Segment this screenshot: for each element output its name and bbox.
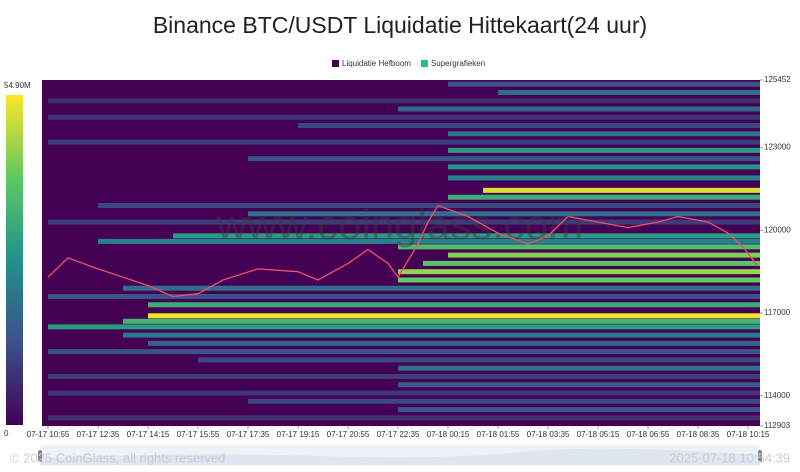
colorbar <box>6 95 23 425</box>
x-tick-label: 07-17 14:15 <box>127 430 170 439</box>
scrollbar-preview <box>40 448 760 465</box>
heatmap-band <box>248 156 760 162</box>
x-tick-label: 07-18 01:55 <box>477 430 520 439</box>
heatmap-band <box>448 175 760 181</box>
heatmap-band <box>48 390 760 396</box>
heatmap-band <box>398 244 760 250</box>
y-tick-label: 120000 <box>764 225 791 234</box>
heatmap-band <box>298 123 760 129</box>
heatmap-band <box>98 203 760 209</box>
y-tick-label: 112903 <box>764 421 791 430</box>
x-tick-label: 07-18 06:55 <box>627 430 670 439</box>
scroll-handle[interactable] <box>38 450 42 462</box>
price-line <box>47 204 759 298</box>
heatmap-band <box>448 147 760 153</box>
heatmap-band <box>248 211 760 217</box>
x-tick-label: 07-18 00:15 <box>427 430 470 439</box>
heatmap-band <box>148 340 760 346</box>
heatmap-band <box>48 324 760 330</box>
scroll-handle[interactable] <box>758 450 762 462</box>
legend-label: Liquidatie Hefboom <box>342 59 411 68</box>
heatmap-band <box>123 318 760 324</box>
watermark: www.coinglass.com <box>216 201 583 248</box>
x-tick-label: 07-18 10:15 <box>727 430 770 439</box>
footer-timestamp: 2025-07-18 10:54:39 <box>669 450 790 465</box>
legend-swatch <box>420 60 428 67</box>
heatmap-band <box>48 373 760 379</box>
heatmap-band <box>48 349 760 355</box>
plot-area: www.coinglass.com <box>42 80 760 426</box>
heatmap-band <box>48 139 760 145</box>
heatmap-band <box>398 269 760 275</box>
y-tick-label: 114000 <box>764 391 791 400</box>
heatmap-band <box>398 106 760 112</box>
x-tick-label: 07-18 05:15 <box>577 430 620 439</box>
heatmap-band <box>48 98 760 104</box>
heatmap-band <box>48 219 760 225</box>
x-tick-label: 07-17 10:55 <box>27 430 70 439</box>
heatmap-band <box>173 233 760 239</box>
heatmap-band <box>148 302 760 308</box>
heatmap-band <box>448 81 760 87</box>
x-tick-label: 07-18 08:35 <box>677 430 720 439</box>
x-tick-label: 07-17 20:55 <box>327 430 370 439</box>
colorbar-label: 0 <box>4 429 9 438</box>
legend-swatch <box>332 60 339 67</box>
y-tick-label: 123000 <box>764 143 791 152</box>
heatmap-band <box>248 398 760 404</box>
chart-title: Binance BTC/USDT Liquidatie Hittekaart(2… <box>153 12 647 38</box>
heatmap-band <box>48 114 760 120</box>
heatmap-band <box>448 252 760 258</box>
heatmap-band <box>123 332 760 338</box>
heatmap-band <box>98 238 760 244</box>
heatmap-band <box>448 194 760 200</box>
heatmap-band <box>48 415 760 421</box>
heatmap-band <box>148 313 760 319</box>
heatmap-band <box>48 293 760 299</box>
x-tick-label: 07-17 12:35 <box>77 430 120 439</box>
y-tick-label: 125452 <box>764 75 791 84</box>
y-tick-label: 117000 <box>764 308 791 317</box>
heatmap-band <box>398 277 760 283</box>
legend-label: Supergrafieken <box>431 59 485 68</box>
heatmap-band <box>448 131 760 137</box>
heatmap-band <box>498 89 760 95</box>
heatmap-band <box>398 382 760 388</box>
x-tick-label: 07-17 19:15 <box>277 430 320 439</box>
heatmap-band <box>398 365 760 371</box>
heatmap-band <box>448 164 760 170</box>
heatmap-band <box>483 187 760 193</box>
footer-copyright: © 2025 CoinGlass, all rights reserved <box>10 450 226 465</box>
colorbar-label: 54.90M <box>4 81 31 90</box>
heatmap-band <box>398 407 760 413</box>
heatmap-band <box>123 285 760 291</box>
x-tick-label: 07-18 03:35 <box>527 430 570 439</box>
heatmap-band <box>198 357 760 363</box>
x-tick-label: 07-17 15:55 <box>177 430 220 439</box>
x-tick-label: 07-17 22:35 <box>377 430 420 439</box>
x-tick-label: 07-17 17:35 <box>227 430 270 439</box>
heatmap-band <box>423 260 760 266</box>
